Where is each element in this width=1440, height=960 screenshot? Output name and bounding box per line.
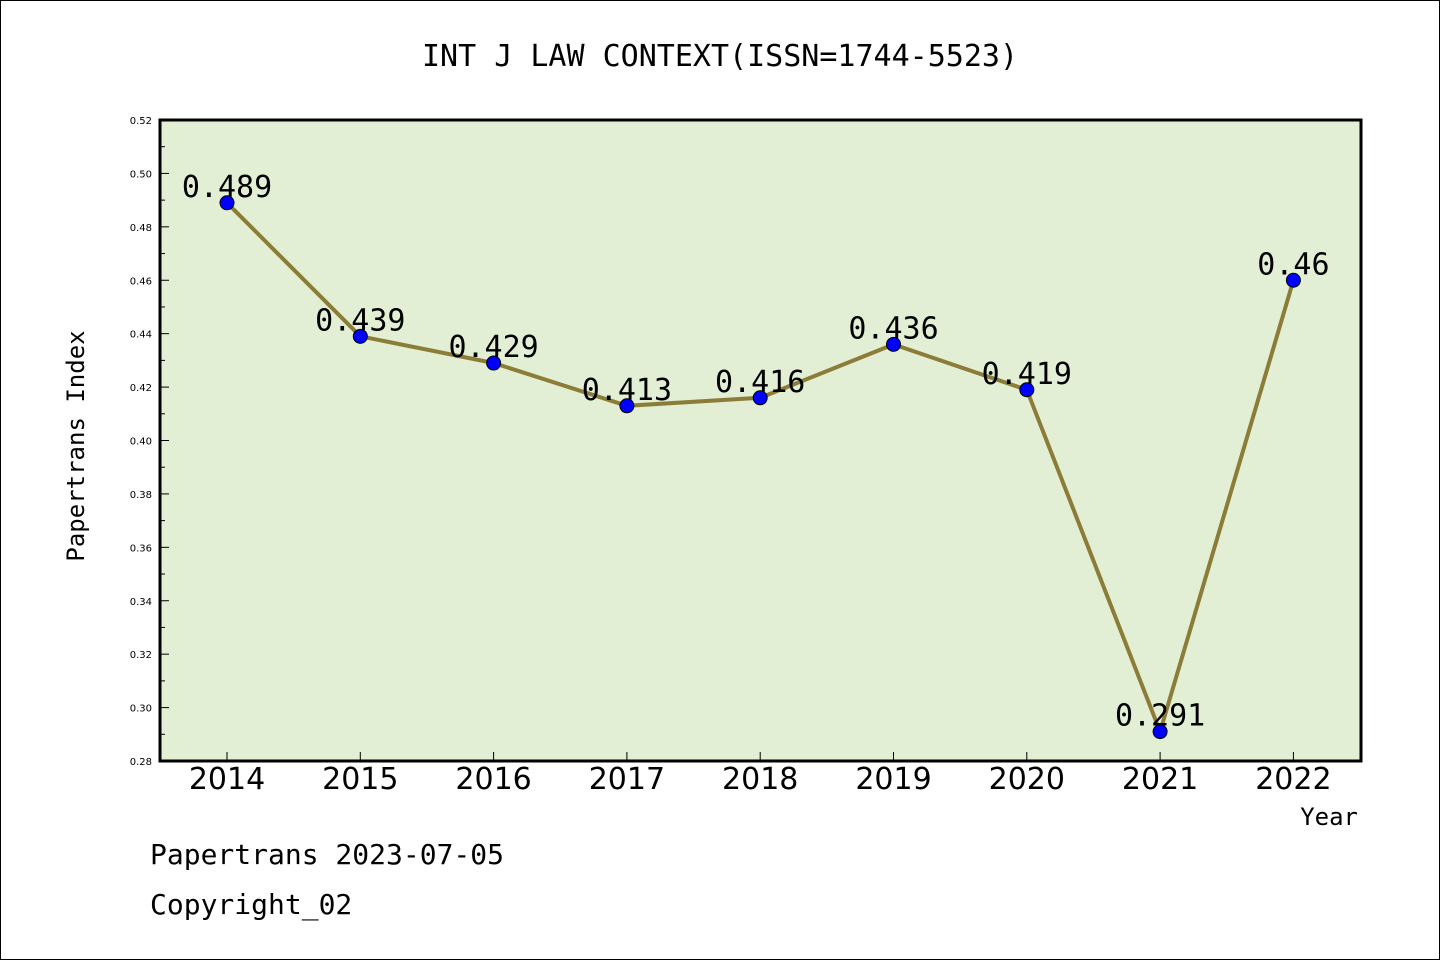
y-tick-label: 0.28 <box>130 757 152 768</box>
x-tick-label: 2014 <box>189 762 265 797</box>
footer-date: Papertrans 2023-07-05 <box>150 838 504 871</box>
y-tick-label: 0.40 <box>130 437 152 448</box>
y-tick-label: 0.44 <box>130 330 152 341</box>
data-label: 0.436 <box>848 311 938 346</box>
data-point <box>219 195 235 211</box>
x-tick-label: 2020 <box>989 762 1065 797</box>
y-tick-label: 0.30 <box>130 704 152 715</box>
y-axis-label: Papertrans Index <box>62 330 90 561</box>
data-label: 0.439 <box>315 303 405 338</box>
data-point <box>352 328 368 344</box>
y-tick-label: 0.38 <box>130 490 152 501</box>
series-group: 0.489 0.439 0.429 0.413 0.416 0.436 0.419 0.291… <box>182 170 1330 740</box>
y-tick-label: 0.48 <box>130 223 152 234</box>
data-point <box>1152 724 1168 740</box>
x-axis: 2014 2015 2016 2017 2018 2019 2020 2021 2022 <box>189 752 1332 797</box>
data-point <box>1285 272 1301 288</box>
data-point <box>619 398 635 414</box>
x-tick-label: 2021 <box>1122 762 1198 797</box>
data-label: 0.429 <box>448 330 538 365</box>
data-label: 0.46 <box>1257 247 1329 282</box>
data-label: 0.291 <box>1115 699 1205 734</box>
data-label: 0.416 <box>715 365 805 400</box>
y-tick-label: 0.36 <box>130 543 152 554</box>
data-point <box>486 355 502 371</box>
y-tick-label: 0.52 <box>130 116 152 127</box>
x-tick-label: 2022 <box>1255 762 1331 797</box>
x-tick-label: 2019 <box>855 762 931 797</box>
data-point <box>1019 382 1035 398</box>
plot-area <box>160 120 1361 761</box>
data-point <box>752 390 768 406</box>
x-tick-label: 2015 <box>322 762 398 797</box>
data-label: 0.489 <box>182 170 272 205</box>
data-point <box>886 336 901 352</box>
y-tick-label: 0.50 <box>130 169 152 180</box>
chart-title: INT J LAW CONTEXT(ISSN=1744-5523) <box>422 39 1018 74</box>
x-tick-label: 2017 <box>589 762 665 797</box>
plot-border <box>158 118 1363 763</box>
x-axis-label: Year <box>1300 803 1358 831</box>
data-label: 0.419 <box>982 357 1072 392</box>
data-label: 0.413 <box>582 373 672 408</box>
x-tick-label: 2016 <box>455 762 531 797</box>
y-tick-label: 0.42 <box>130 383 152 394</box>
y-tick-label: 0.34 <box>130 597 152 608</box>
y-tick-label: 0.46 <box>130 276 152 287</box>
x-tick-label: 2018 <box>722 762 798 797</box>
footer-copyright: Copyright_02 <box>150 888 352 922</box>
y-tick-label: 0.32 <box>130 650 152 661</box>
